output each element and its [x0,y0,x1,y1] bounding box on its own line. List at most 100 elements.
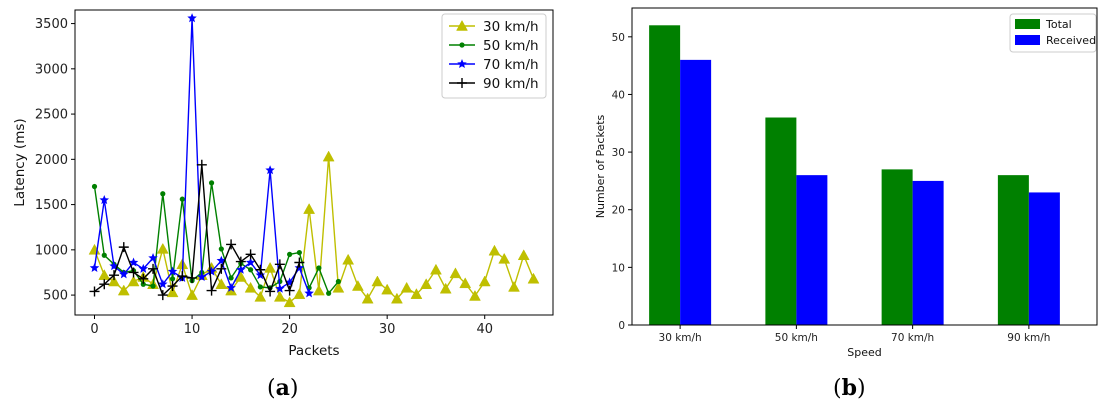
x-tick-label: 40 [476,322,493,337]
x-tick-label: 90 km/h [1007,332,1050,344]
legend-marker [457,59,467,69]
data-point [138,273,149,284]
data-point [265,165,275,175]
data-point [244,281,257,293]
data-point [390,292,403,304]
data-point [109,270,120,281]
data-point [478,275,491,287]
data-point [235,256,246,267]
data-point [303,203,316,214]
data-point [284,277,295,287]
bar-received [912,180,944,325]
data-point [148,252,158,263]
data-point [287,251,293,257]
data-point [247,267,254,273]
y-tick-label: 1000 [35,243,68,258]
x-tick-label: 0 [90,322,98,337]
legend-item: Total [1015,18,1072,31]
data-point [275,283,285,293]
legend-label: Received [1046,34,1096,47]
legend-item: 70 km/h [449,57,539,73]
data-point [226,239,237,250]
data-point [469,289,481,301]
y-tick-label: 20 [612,205,625,217]
data-point [91,183,98,190]
series-line [94,164,301,297]
x-tick-label: 70 km/h [891,332,934,344]
data-point [420,278,433,289]
legend-swatch [1015,19,1040,29]
data-point [148,263,159,274]
data-point [167,281,178,292]
legend-box [441,13,547,99]
data-point [293,288,306,299]
legend-label: Total [1045,18,1072,31]
legend: Total Received [1009,13,1097,53]
data-point [410,288,423,299]
data-point [322,150,335,162]
data-point [312,284,325,296]
legend-marker [457,78,467,88]
data-point [274,259,285,270]
x-axis-label: Speed [847,346,881,359]
bar-received [796,175,828,325]
plot-frame [631,7,1098,326]
x-tick-label: 30 [379,322,396,337]
data-point [128,257,139,267]
data-point [459,277,472,289]
legend-marker [459,42,465,48]
data-point [294,257,305,268]
data-point [517,249,530,261]
data-point [361,292,374,304]
bar-total [765,117,797,325]
data-point [245,249,256,260]
legend: 30 km/h 50 km/h 70 km/h 90 km/h [441,13,547,99]
data-point [218,246,224,252]
data-point [255,264,266,275]
data-point [527,272,540,284]
series-2 [89,13,314,298]
y-tick-label: 0 [618,320,625,332]
data-point [216,255,227,265]
series-line [93,156,535,304]
data-point [335,278,341,285]
data-point [449,267,462,279]
plot-frame [74,9,554,316]
x-tick-label: 10 [184,322,201,337]
legend-label: 70 km/h [483,57,539,73]
data-point [316,265,322,271]
data-point [197,271,207,282]
y-tick-label: 2500 [35,108,68,123]
data-point [488,244,501,256]
data-point [117,284,130,296]
data-point [296,249,302,256]
legend-item: Received [1015,34,1096,47]
data-point [400,281,413,293]
legend-item: 50 km/h [449,38,539,54]
bar-total [997,175,1029,325]
data-point [108,275,120,287]
x-tick-label: 50 km/h [775,332,818,344]
y-axis-label: Number of Packets [594,114,607,218]
legend-item: 30 km/h [449,19,539,35]
data-point [187,13,197,23]
data-point [264,261,277,273]
y-tick-label: 50 [612,32,625,44]
data-point [119,269,129,279]
data-point [158,279,168,289]
data-point [381,283,394,295]
data-point [196,159,207,170]
legend-label: 50 km/h [483,38,539,54]
data-point [89,262,100,272]
data-point [109,261,119,271]
data-point [156,242,169,254]
y-tick-label: 3500 [35,17,68,32]
x-tick-label: 30 km/h [659,332,702,344]
data-point [226,282,236,292]
packets-bar-chart: 30 km/h 50 km/h 70 km/h 90 km/h 0 10 20 30 40 50 S… [594,7,1098,359]
data-point [127,275,140,287]
data-point [265,286,276,297]
data-point [257,284,263,290]
data-point [186,289,198,300]
